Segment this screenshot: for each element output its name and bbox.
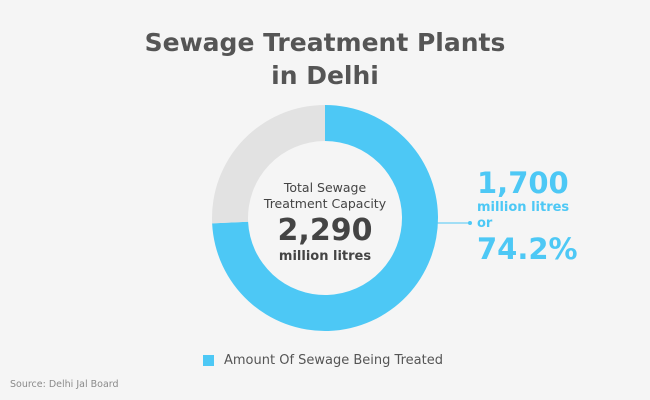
donut-slice-treated bbox=[212, 105, 439, 331]
callout-leader-dot bbox=[468, 221, 472, 225]
chart-title-line-2: in Delhi bbox=[271, 61, 379, 90]
legend: Amount Of Sewage Being Treated bbox=[203, 351, 443, 369]
chart-title-line-1: Sewage Treatment Plants bbox=[144, 28, 506, 57]
legend-label-treated: Amount Of Sewage Being Treated bbox=[224, 352, 443, 368]
chart-title: Sewage Treatment Plants in Delhi bbox=[0, 26, 650, 92]
center-caption-line-2: Treatment Capacity bbox=[263, 196, 387, 211]
center-label: Total Sewage Treatment Capacity 2,290 mi… bbox=[240, 180, 410, 265]
treated-unit: million litres bbox=[477, 200, 570, 215]
donut-slice-remaining bbox=[212, 105, 325, 224]
legend-swatch-treated bbox=[203, 354, 214, 366]
treated-callout: 1,700 million litres or 74.2% bbox=[477, 166, 578, 266]
treated-value: 1,700 bbox=[477, 166, 569, 200]
center-caption-line-1: Total Sewage bbox=[283, 180, 367, 195]
donut-slices bbox=[212, 105, 439, 331]
callout-connector: or bbox=[477, 216, 493, 231]
treated-percent: 74.2% bbox=[477, 232, 578, 266]
center-total-unit: million litres bbox=[278, 249, 372, 264]
source-note: Source: Delhi Jal Board bbox=[10, 379, 119, 390]
center-total-value: 2,290 bbox=[277, 213, 373, 248]
